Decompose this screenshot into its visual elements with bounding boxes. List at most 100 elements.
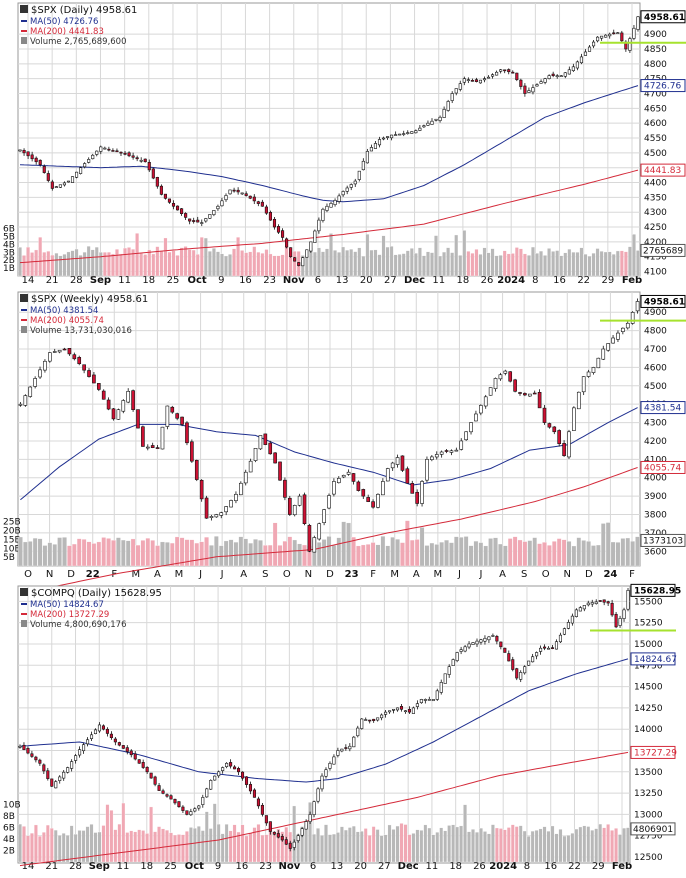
volume-tick-label: 2B [3,256,15,266]
price-tag-box [640,294,686,308]
candle-body [503,69,507,72]
volume-bar [30,832,34,863]
candle-body [479,639,483,643]
time-tick-label: 26 [481,275,494,286]
volume-bar [527,255,531,277]
volume-bar [312,833,316,863]
price-tick-label: 3600 [644,547,667,557]
candle-body [604,34,608,38]
volume-bar [57,537,62,567]
chart-title: $SPX (Daily) 4958.61 [31,5,137,16]
volume-bar [527,540,533,567]
candle-body [308,814,312,822]
candle-body [575,61,579,69]
candle-body [555,75,559,78]
candle-body [455,652,459,661]
candle-body [332,481,336,495]
candle-body [316,788,320,802]
volume-bar [470,253,475,277]
candle-body [554,641,559,650]
price-tick-label: 4800 [644,327,667,337]
candle-body [620,32,624,42]
candle-body [180,416,184,425]
volume-bar [194,542,200,567]
time-tick-label: S [262,569,268,580]
volume-bar [272,255,277,277]
candle-body [234,493,238,502]
volume-bar [140,540,146,567]
volume-bar [189,539,195,567]
volume-bar [292,539,298,567]
volume-bar [223,540,229,567]
candle-body [527,393,532,397]
candle-body [312,537,317,553]
candle-body [474,413,478,422]
volume-bar [125,540,131,567]
candle-body [482,78,487,81]
volume-bar [207,251,212,277]
candle-body [602,599,606,603]
candle-body [373,143,378,149]
candle-body [22,149,26,154]
volume-bar [407,834,412,863]
chart-panel-1: 4100415042004250430043504400445045004550… [3,2,686,286]
candle-body [372,718,376,721]
candle-body [256,201,260,204]
volume-bar [615,250,620,277]
candle-body [574,609,578,617]
candle-body [151,168,155,179]
volume-bar [423,824,428,863]
candle-body [26,747,30,754]
volume-bar [32,537,38,567]
candle-body [430,456,434,460]
volume-bar [22,826,26,863]
candle-body [111,408,116,420]
candle-body [356,727,360,737]
candle-body [126,391,131,403]
volume-bar [397,254,402,277]
volume-bar [264,834,269,863]
candle-body [327,495,331,509]
volume-bar [97,831,102,863]
candle-body [46,173,50,181]
volume-bar [98,252,103,277]
candle-body [606,343,610,351]
candle-body [371,501,375,508]
candle-body [535,652,539,657]
volume-tag-label: 4806901 [633,825,673,835]
time-tick-label: N [305,569,312,580]
candle-body [288,842,292,849]
candle-body [153,776,157,785]
time-tick-label: 23 [263,275,276,286]
volume-bar [297,543,302,567]
volume-bar [495,827,499,863]
candle-body [127,152,131,157]
price-tick-label: 15250 [634,619,663,629]
candle-body [199,479,204,500]
candle-body [165,405,170,427]
volume-bar [514,826,519,863]
time-tick-label: Sep [90,275,111,286]
candle-body [26,151,30,157]
candle-body [30,154,34,160]
candle-body [361,160,365,171]
candle-body [352,736,356,748]
volume-bar [324,824,328,863]
price-tick-label: 4100 [644,268,667,278]
price-tag-label: 4055.74 [644,463,681,473]
volume-bar [538,828,543,863]
candle-body [196,219,200,223]
volume-bar [502,250,507,277]
volume-bar [385,545,391,567]
candle-body [34,756,38,761]
volume-bar [82,251,87,277]
volume-bar [566,835,571,863]
volume-bar [268,253,273,277]
candle-body [163,193,167,199]
candle-body [119,151,123,154]
candle-body [131,155,135,158]
candle-body [454,449,459,452]
candle-body [392,709,396,711]
volume-bar [81,539,87,567]
volume-bar [18,247,22,277]
